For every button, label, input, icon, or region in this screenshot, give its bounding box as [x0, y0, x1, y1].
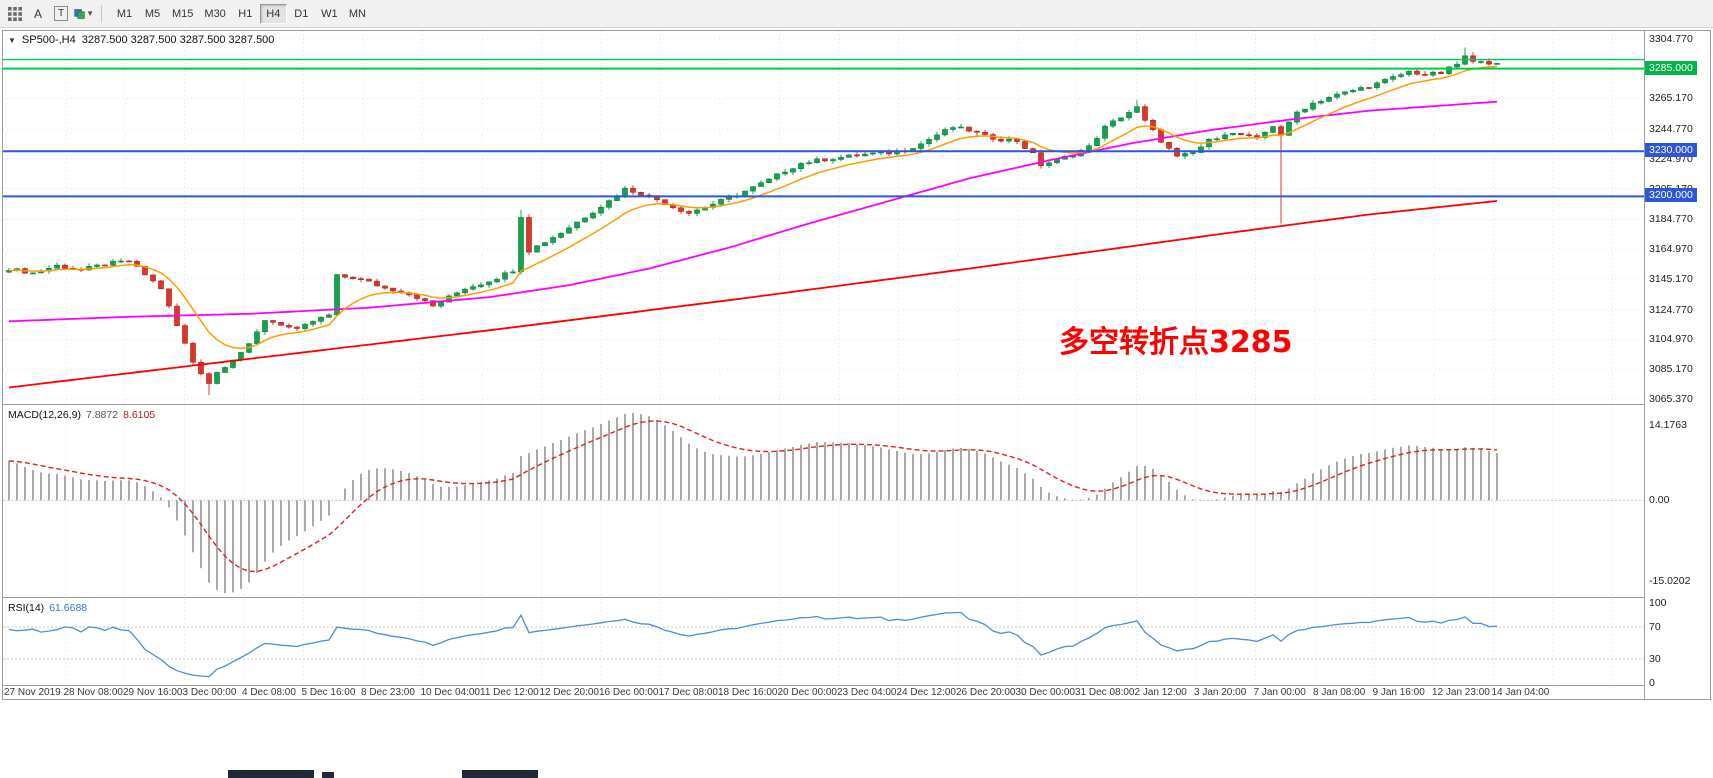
time-axis-label: 8 Dec 23:00	[361, 687, 415, 698]
timeframe-w1-button[interactable]: W1	[321, 7, 338, 20]
timeframe-h4-button[interactable]: H4	[259, 3, 287, 24]
macd-scale-label: 0.00	[1649, 494, 1670, 507]
price-axis-label: 3244.770	[1649, 123, 1693, 136]
collapse-triangle-icon[interactable]: ▼	[8, 35, 16, 45]
price-line-badge[interactable]: 3285.000	[1645, 60, 1697, 75]
price-axis-label: 3184.770	[1649, 213, 1693, 226]
timeframe-m1-button[interactable]: M1	[116, 7, 133, 20]
rsi-plot[interactable]	[3, 599, 1644, 685]
time-axis-label: 31 Dec 08:00	[1075, 687, 1135, 698]
macd-label: MACD(12,26,9)	[8, 409, 81, 421]
time-axis-label: 5 Dec 16:00	[301, 687, 356, 698]
rsi-label: RSI(14)	[8, 602, 45, 614]
price-axis-label: 3265.170	[1649, 92, 1693, 105]
timeframe-d1-button[interactable]: D1	[294, 7, 309, 20]
macd-value-main: 7.8872	[85, 409, 119, 421]
text-tool-glyph: T	[53, 6, 69, 21]
timeframe-h1-button[interactable]: H1	[238, 7, 253, 20]
label-a-button[interactable]: A	[28, 4, 48, 24]
time-axis-label: 28 Nov 08:00	[63, 687, 124, 698]
time-axis-label: 11 Dec 12:00	[480, 687, 539, 698]
time-axis-label: 12 Dec 20:00	[539, 687, 600, 698]
rsi-scale-label: 30	[1649, 653, 1661, 665]
time-axis-label: 29 Nov 16:00	[123, 687, 183, 698]
macd-value-signal: 8.6105	[123, 409, 156, 421]
toolbar-separator	[101, 4, 102, 23]
time-axis-label: 16 Dec 00:00	[599, 687, 659, 698]
chart-title: ▼ SP500-,H4 3287.500 3287.500 3287.500 3…	[8, 34, 274, 46]
time-axis-label: 24 Dec 12:00	[896, 687, 957, 698]
price-axis-label: 3164.970	[1649, 243, 1693, 256]
time-axis-label: 18 Dec 16:00	[718, 687, 778, 698]
time-axis-label: 8 Jan 08:00	[1313, 687, 1366, 698]
timeframe-m5-button[interactable]: M5	[144, 7, 161, 20]
grid-icon-glyph	[8, 6, 22, 21]
price-axis[interactable]: 3304.7703265.1703244.7703224.9703205.170…	[1644, 31, 1710, 699]
time-axis-label: 14 Jan 04:00	[1491, 687, 1550, 698]
palette-icon	[74, 8, 85, 19]
macd-title: MACD(12,26,9) 7.8872 8.6105	[8, 409, 155, 421]
macd-pane: MACD(12,26,9) 7.8872 8.6105	[3, 406, 1710, 598]
chart-text-annotation[interactable]: 多空转折点3285	[1059, 325, 1293, 360]
taskbar-fragment	[228, 770, 314, 778]
label-a-glyph: A	[33, 6, 42, 21]
time-axis-label: 10 Dec 04:00	[420, 687, 481, 698]
ohlc-quote-label: 3287.500 3287.500 3287.500 3287.500	[81, 34, 275, 46]
macd-plot[interactable]	[3, 406, 1644, 597]
timeframe-group: M1 M5 M15 M30 H1 H4 D1 W1 MN	[111, 3, 371, 24]
taskbar-fragment	[322, 772, 334, 778]
time-axis-label: 27 Nov 2019	[4, 687, 61, 698]
rsi-title: RSI(14) 61.6688	[8, 602, 87, 614]
chevron-down-icon: ▼	[86, 9, 94, 18]
grid-icon[interactable]	[5, 4, 25, 24]
rsi-scale-label: 100	[1649, 597, 1667, 609]
price-line-badge[interactable]: 3230.000	[1645, 143, 1697, 158]
text-tool-button[interactable]: T	[51, 4, 71, 24]
time-axis-label: 9 Jan 16:00	[1372, 687, 1425, 698]
timeframe-m30-button[interactable]: M30	[204, 7, 226, 20]
time-axis-label: 2 Jan 12:00	[1134, 687, 1187, 698]
rsi-scale-label: 70	[1649, 621, 1661, 633]
time-axis-label: 3 Jan 20:00	[1194, 687, 1247, 698]
time-axis[interactable]: 27 Nov 2019 28 Nov 08:00 29 Nov 16:00 3 Dec…	[3, 687, 1644, 700]
price-pane: ▼ SP500-,H4 3287.500 3287.500 3287.500 3…	[3, 31, 1710, 405]
chart-window: ▼ SP500-,H4 3287.500 3287.500 3287.500 3…	[2, 30, 1711, 700]
price-axis-label: 3085.170	[1649, 363, 1693, 376]
macd-scale-label: -15.0202	[1649, 574, 1691, 587]
palette-button[interactable]: ▼	[74, 4, 94, 24]
rsi-value: 61.6688	[49, 602, 88, 614]
price-axis-label: 3065.370	[1649, 392, 1693, 405]
rsi-scale-label: 0	[1649, 677, 1655, 689]
price-axis-label: 3104.970	[1649, 333, 1693, 346]
price-axis-label: 3145.170	[1649, 272, 1693, 285]
time-axis-label: 26 Dec 20:00	[956, 687, 1016, 698]
time-axis-label: 3 Dec 00:00	[182, 687, 237, 698]
time-axis-label: 23 Dec 04:00	[837, 687, 897, 698]
price-line-badge[interactable]: 3200.000	[1645, 188, 1697, 203]
toolbar: A T ▼ M1 M5 M15 M30 H1 H4 D1 W1 MN	[0, 0, 1713, 28]
time-axis-label: 20 Dec 00:00	[777, 687, 838, 698]
time-axis-label: 17 Dec 08:00	[658, 687, 719, 698]
time-axis-label: 7 Jan 00:00	[1253, 687, 1306, 698]
rsi-pane: RSI(14) 61.6688	[3, 599, 1710, 686]
taskbar-fragment	[462, 770, 538, 778]
price-plot[interactable]	[3, 31, 1644, 404]
time-axis-label: 12 Jan 23:00	[1432, 687, 1490, 698]
symbol-period-label: SP500-,H4	[21, 34, 76, 46]
time-axis-label: 4 Dec 08:00	[242, 687, 296, 698]
timeframe-mn-button[interactable]: MN	[348, 7, 366, 20]
time-axis-label: 30 Dec 00:00	[1015, 687, 1076, 698]
macd-scale-label: 14.1763	[1649, 418, 1687, 431]
price-axis-label: 3124.770	[1649, 303, 1693, 316]
timeframe-m15-button[interactable]: M15	[172, 7, 194, 20]
price-axis-label: 3304.770	[1649, 32, 1693, 45]
